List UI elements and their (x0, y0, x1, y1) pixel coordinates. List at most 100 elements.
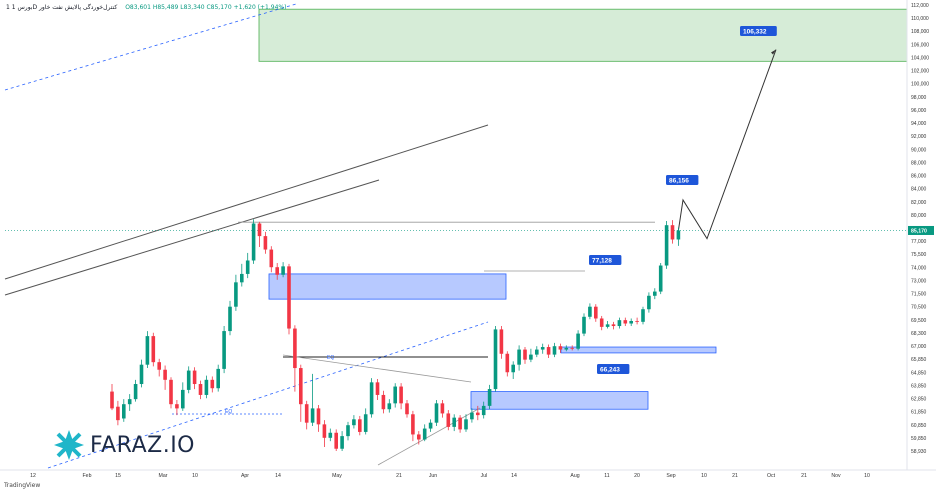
target-zone (258, 8, 908, 62)
candle-body (334, 432, 338, 449)
time-tick-label: 10 (864, 473, 870, 479)
candle-body (434, 403, 439, 423)
demand-zone-upper (560, 346, 717, 354)
time-tick-label: 10 (701, 473, 707, 479)
faraz-watermark: FARAZ.IO (52, 428, 195, 462)
candle-body (452, 417, 456, 427)
time-tick-label: 11 (604, 473, 609, 479)
candle-body (617, 320, 622, 327)
faraz-logo-icon (54, 430, 84, 460)
eq-label: EQ (327, 355, 334, 361)
candle-body (163, 369, 167, 380)
candle-body (139, 364, 144, 385)
candle-body (116, 406, 120, 421)
candle-body (127, 399, 132, 405)
price-tick-label: 98,000 (911, 95, 927, 101)
candle-body (411, 414, 415, 435)
candle-body (658, 265, 663, 292)
candle-body (653, 291, 657, 296)
price-tick-label: 80,000 (911, 213, 927, 219)
candle-body (287, 266, 291, 329)
candle-body (664, 225, 669, 266)
price-tick-label: 67,000 (911, 344, 927, 350)
candle-body (535, 349, 539, 355)
candle-body (210, 379, 215, 389)
candle-body (405, 403, 409, 415)
price-tick-label: 60,850 (911, 423, 927, 429)
candle-body (228, 306, 232, 332)
trend-lines-layer (4, 3, 907, 469)
price-tick-label: 63,850 (911, 383, 927, 389)
candle-body (216, 368, 220, 389)
price-tick-label: 65,850 (911, 357, 927, 363)
price-tick-label: 110,000 (911, 16, 929, 22)
symbol-title: 1 بورس 1D کنترل‌خوردگی پالایش نفت خاور (6, 4, 118, 11)
price-tick-label: 69,500 (911, 318, 927, 324)
candle-body (358, 419, 362, 432)
time-tick-label: 10 (192, 473, 198, 479)
candle-body (157, 362, 161, 370)
candle-body (340, 436, 344, 449)
candle-body (464, 419, 468, 430)
time-tick-label: 12 (30, 473, 36, 479)
candle-body (192, 370, 197, 385)
price-label-box (740, 26, 777, 36)
last-price-tag (908, 225, 934, 235)
price-tick-label: 92,000 (911, 134, 927, 140)
candle-body (393, 386, 397, 404)
time-tick-label: Apr (241, 473, 249, 479)
candle-body (251, 223, 256, 261)
price-tick-label: 108,000 (911, 29, 929, 35)
time-tick-label: Jul (481, 473, 488, 479)
symbol-legend[interactable]: 1 بورس 1D کنترل‌خوردگی پالایش نفت خاور O… (6, 4, 286, 11)
candle-body (446, 413, 451, 427)
supply-zone (268, 273, 507, 300)
time-tick-label: May (332, 473, 342, 479)
candle-body (381, 394, 386, 410)
candle-body (346, 425, 350, 437)
candle-body (151, 336, 156, 363)
price-tick-label: 104,000 (911, 55, 929, 61)
upper-channel-line-2 (4, 179, 380, 296)
candle-body (605, 324, 610, 327)
candle-body (275, 267, 279, 275)
candle-body (387, 403, 392, 410)
price-tick-label: 77,000 (911, 239, 927, 245)
candle-body (375, 382, 380, 395)
time-tick-label: Nov (831, 473, 841, 479)
price-tick-label: 73,000 (911, 278, 927, 284)
price-label-text: 106,332 (743, 29, 767, 36)
price-tick-label: 62,850 (911, 397, 927, 403)
price-tick-label: 74,000 (911, 265, 927, 271)
candle-body (352, 419, 356, 426)
price-label-box (597, 364, 630, 374)
price-label-text: 77,128 (592, 258, 612, 265)
time-tick-label: 20 (634, 473, 640, 479)
candle-body (611, 324, 616, 327)
price-tick-label: 102,000 (911, 69, 929, 75)
candle-body (493, 329, 498, 390)
time-tick-label: 21 (396, 473, 402, 479)
candle-body (399, 386, 403, 404)
zones-layer (258, 8, 908, 410)
time-tick-label: Feb (83, 473, 92, 479)
time-tick-label: 14 (275, 473, 281, 479)
candle-body (546, 347, 551, 355)
candle-body (458, 417, 462, 430)
time-tick-label: 21 (732, 473, 738, 479)
price-tick-label: 71,500 (911, 292, 927, 298)
candle-body (269, 249, 274, 268)
time-axis[interactable]: 12 Feb 15 Mar 10 Apr 14 May 21 Jun Jul 14 Aug 11 20 Sep… (0, 469, 936, 479)
candle-body (145, 336, 150, 365)
candle-body (175, 404, 179, 409)
candle-body (558, 346, 563, 350)
last-price-text: 85,170 (911, 228, 927, 234)
candle-body (670, 225, 675, 240)
candle-body (316, 408, 321, 425)
candle-body (552, 346, 557, 355)
candle-body (481, 405, 486, 416)
price-axis[interactable]: 112,000 110,000 108,000 106,000 104,000 102,0… (906, 0, 934, 470)
wedge-upper-line (282, 354, 472, 383)
